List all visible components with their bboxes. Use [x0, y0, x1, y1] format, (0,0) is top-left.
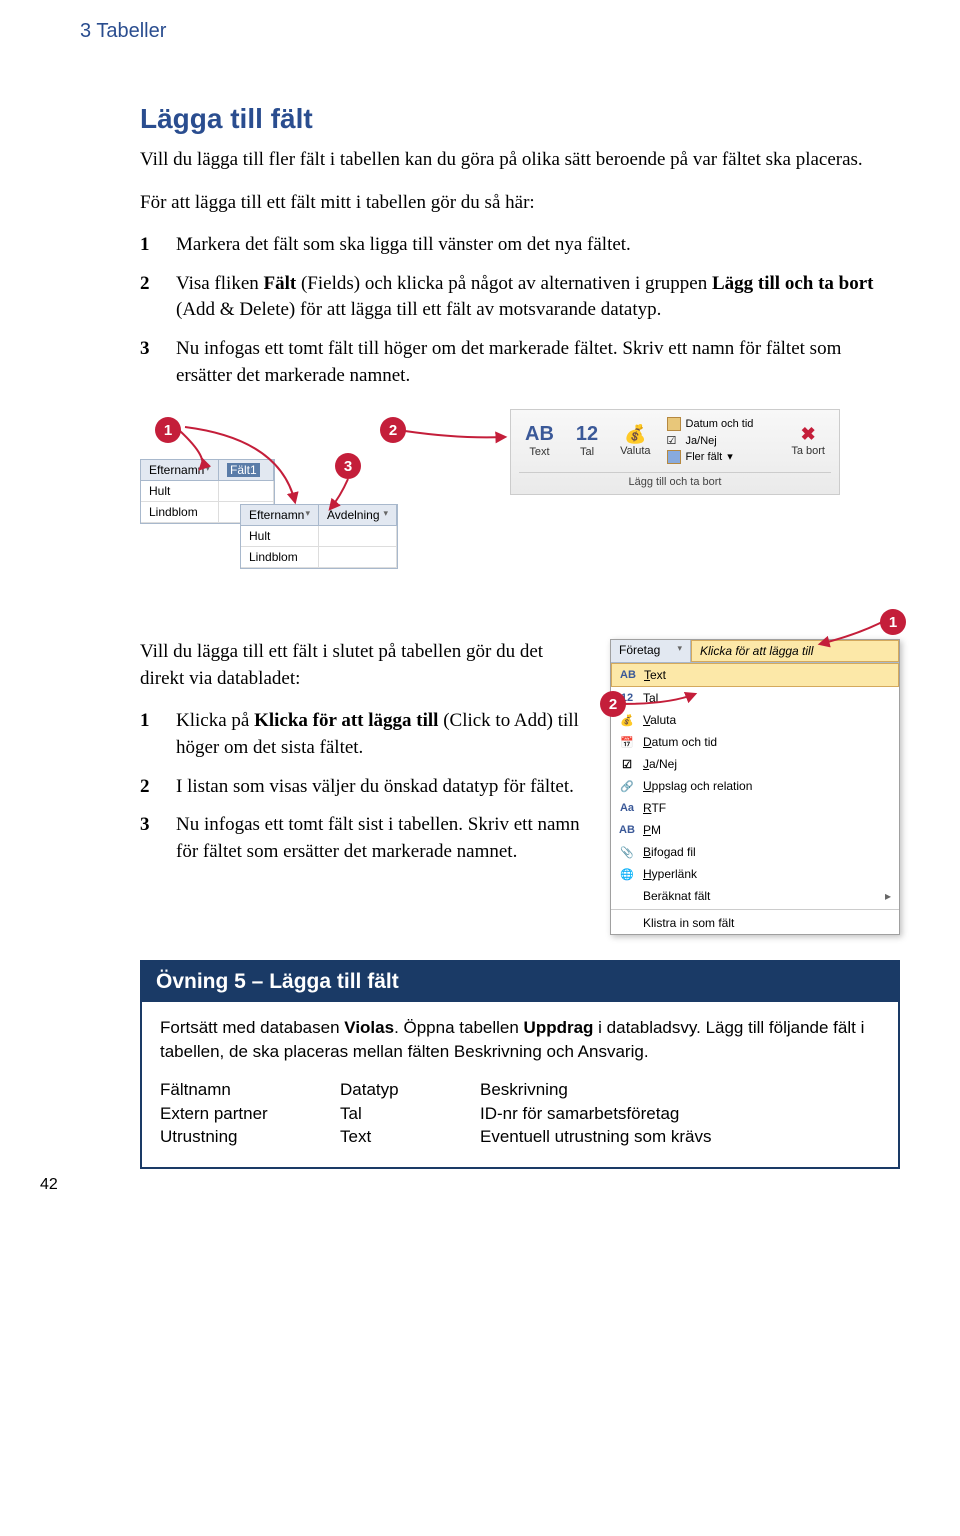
step-text: Nu infogas ett tomt fält till höger om d… — [176, 336, 900, 389]
table-header: Beskrivning — [480, 1078, 880, 1102]
ribbon-group: ABText 12Tal 💰Valuta Datum och tid ☑Ja/N… — [510, 409, 840, 495]
step-number: 3 — [140, 336, 176, 389]
step-text: Klicka på Klicka för att lägga till (Cli… — [176, 708, 580, 761]
exercise-table: Fältnamn Datatyp Beskrivning Extern part… — [160, 1078, 880, 1149]
ribbon-tal-button[interactable]: 12Tal — [570, 421, 604, 460]
step-number: 2 — [140, 271, 176, 324]
ribbon-valuta-button[interactable]: 💰Valuta — [614, 422, 656, 459]
step-text: Markera det fält som ska ligga till väns… — [176, 232, 900, 259]
table-cell: Eventuell utrustning som krävs — [480, 1125, 880, 1149]
figure-1: 1 2 3 Efternamn▾ Fält1 Hult Lindblom Eft… — [140, 409, 900, 589]
table-cell: ID-nr för samarbetsföretag — [480, 1102, 880, 1126]
intro-paragraph-2: För att lägga till ett fält mitt i tabel… — [140, 190, 900, 217]
intro-paragraph-3: Vill du lägga till ett fält i slutet på … — [140, 639, 580, 692]
dropdown-item[interactable]: AaRTF — [611, 797, 899, 819]
callout-2: 2 — [600, 691, 626, 717]
step-text: Nu infogas ett tomt fält sist i tabellen… — [176, 812, 580, 865]
ribbon-datum-item[interactable]: Datum och tid — [667, 416, 754, 433]
exercise-title: Övning 5 – Lägga till fält — [142, 962, 898, 1002]
ribbon-janej-item[interactable]: ☑Ja/Nej — [667, 433, 754, 450]
ribbon-tabort-button[interactable]: ✖Ta bort — [785, 422, 831, 459]
exercise-box: Övning 5 – Lägga till fält Fortsätt med … — [140, 960, 900, 1169]
click-to-add[interactable]: Klicka för att lägga till — [691, 640, 899, 662]
table-cell: Utrustning — [160, 1125, 340, 1149]
dropdown-menu: Företag▾ Klicka för att lägga till ABTex… — [610, 639, 900, 935]
section-title: Lägga till fält — [140, 103, 900, 135]
callout-2: 2 — [380, 417, 406, 443]
table-sample-2: Efternamn▾ Avdelning▾ Hult Lindblom — [240, 504, 398, 569]
page-number: 42 — [40, 1176, 58, 1194]
intro-paragraph-1: Vill du lägga till fler fält i tabellen … — [140, 147, 900, 174]
table-cell: Extern partner — [160, 1102, 340, 1126]
dropdown-item[interactable]: 🌐Hyperlänk — [611, 863, 899, 885]
dropdown-item[interactable]: Klistra in som fält — [611, 912, 899, 934]
dropdown-item[interactable]: 📅Datum och tid — [611, 731, 899, 753]
dropdown-item[interactable]: ☑Ja/Nej — [611, 753, 899, 775]
dropdown-item[interactable]: ABText — [611, 663, 899, 687]
table-cell: Text — [340, 1125, 480, 1149]
dropdown-item[interactable]: 📎Bifogad fil — [611, 841, 899, 863]
step-number: 1 — [140, 232, 176, 259]
dropdown-item[interactable]: 🔗Uppslag och relation — [611, 775, 899, 797]
table-header: Datatyp — [340, 1078, 480, 1102]
ribbon-text-button[interactable]: ABText — [519, 421, 560, 460]
ribbon-fler-item[interactable]: Fler fält ▾ — [667, 449, 754, 466]
dropdown-item[interactable]: 12Tal — [611, 687, 899, 709]
callout-1: 1 — [155, 417, 181, 443]
dropdown-item[interactable]: Beräknat fält▸ — [611, 885, 899, 907]
step-number: 2 — [140, 774, 176, 801]
step-text: I listan som visas väljer du önskad data… — [176, 774, 580, 801]
dropdown-item[interactable]: ABPM — [611, 819, 899, 841]
step-text: Visa fliken Fält (Fields) och klicka på … — [176, 271, 900, 324]
step-number: 3 — [140, 812, 176, 865]
callout-1: 1 — [880, 609, 906, 635]
table-cell: Tal — [340, 1102, 480, 1126]
dropdown-item[interactable]: 💰Valuta — [611, 709, 899, 731]
chapter-header: 3 Tabeller — [80, 20, 900, 43]
exercise-body: Fortsätt med databasen Violas. Öppna tab… — [160, 1016, 880, 1064]
steps-list-1: 1 Markera det fält som ska ligga till vä… — [140, 232, 900, 389]
table-header: Fältnamn — [160, 1078, 340, 1102]
step-number: 1 — [140, 708, 176, 761]
figure-2: 1 2 Företag▾ Klicka för att lägga till A… — [610, 639, 900, 935]
steps-list-2: 1 Klicka på Klicka för att lägga till (C… — [140, 708, 580, 865]
callout-3: 3 — [335, 453, 361, 479]
ribbon-group-label: Lägg till och ta bort — [519, 472, 831, 488]
